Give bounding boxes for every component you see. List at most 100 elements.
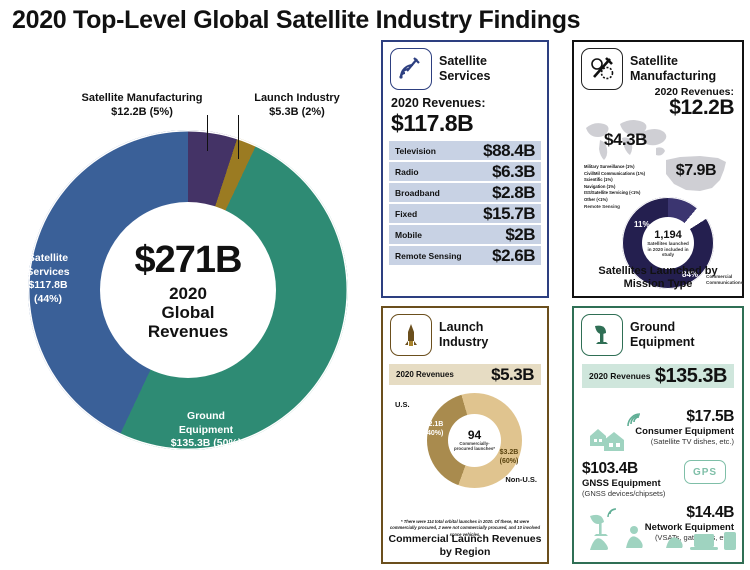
ground-antenna-icon (581, 314, 623, 356)
launch-revenue-label: 2020 Revenues (396, 370, 454, 379)
panel-ground-equipment: Ground Equipment 2020 Revenues $135.3B (572, 306, 744, 564)
consumer-equipment-note: (Satellite TV dishes, etc.) (650, 437, 734, 446)
ground-equipment-header: Ground Equipment (574, 308, 742, 358)
consumer-equipment-amount: $17.5B (686, 408, 734, 425)
services-revenue-value: $117.8B (391, 110, 474, 136)
consumer-equipment-name: Consumer Equipment (635, 426, 734, 437)
services-row-value: $2.8B (492, 182, 535, 202)
global-revenues-donut-chart: $271B 2020 Global Revenues Satellite Man… (0, 92, 378, 530)
donut-center-total: $271B (134, 239, 243, 282)
services-breakdown-table: Television $88.4B Radio $6.3B Broadband $2.8B… (383, 141, 547, 271)
satellite-services-title: Satellite Services (439, 54, 491, 83)
mission-center-sub: Satellites launched in 2020 included in … (647, 241, 689, 257)
satellite-services-header: Satellite Services (383, 42, 547, 92)
satellite-manufacturing-title: Satellite Manufacturing (630, 54, 717, 83)
leader-line-manufacturing (207, 115, 208, 151)
ground-revenue-value: $135.3B (654, 364, 728, 387)
manufacturing-us-value: $7.9B (675, 162, 717, 179)
mission-type-donut-center: 1,194 Satellites launched in 2020 includ… (622, 197, 714, 289)
network-equipment-amount: $14.4B (686, 504, 734, 521)
services-row: Radio $6.3B (389, 162, 541, 181)
donut-center-line2: Global (161, 302, 215, 322)
donut-center: $271B 2020 Global Revenues (28, 130, 348, 450)
us-map-graphic (666, 156, 726, 191)
donut-label-launch-industry: Launch Industry $5.3B (2%) (254, 92, 340, 118)
mission-label-commercial: Commercial Communications (706, 274, 744, 285)
launch-revenue-value: $5.3B (491, 364, 534, 384)
services-row-value: $6.3B (492, 161, 535, 181)
manufacturing-revenue-value: $12.2B (669, 96, 734, 119)
manufacturing-legend-item: Navigation (1%) (584, 183, 616, 189)
mission-center-number: 1,194 (654, 229, 682, 242)
satellite-manufacturing-header: Satellite Manufacturing (574, 42, 742, 92)
satellite-gear-icon (581, 48, 623, 90)
launch-value-us: $2.1B (40%) (424, 421, 444, 438)
services-row: Mobile $2B (389, 225, 541, 244)
donut-center-line3: Revenues (147, 321, 229, 341)
services-row-value: $2B (505, 224, 535, 244)
manufacturing-mission-legend: Military Surveillance (1%) Civil/Mil Comm… (584, 164, 645, 203)
manufacturing-world-value: $4.3B (604, 130, 647, 149)
panel-satellite-services: Satellite Services 2020 Revenues: $117.8… (381, 40, 549, 298)
mission-label-remote-sensing: Remote Sensing (584, 204, 620, 209)
vsat-dish-icon (590, 508, 617, 536)
launch-revenue-bar: 2020 Revenues $5.3B (389, 364, 541, 385)
panel-launch-industry: Launch Industry 2020 Revenues $5.3B 94 C… (381, 306, 549, 564)
mission-percent-remote-sensing: 11% (634, 220, 650, 229)
launch-industry-header: Launch Industry (383, 308, 547, 358)
manufacturing-legend-item: Scientific (1%) (584, 177, 613, 182)
launch-footnote: * There were 114 total orbital launches … (389, 519, 541, 537)
ground-revenue-label: 2020 Revenues (589, 371, 651, 381)
launch-label-nonus: Non-U.S. (505, 475, 537, 484)
launch-label-us: U.S. (395, 400, 410, 409)
manufacturing-legend-item: Civil/Mil Communications (1%) (584, 170, 645, 176)
manufacturing-caption: Satellites Launched by Mission Type (598, 264, 718, 291)
donut-label-ground-equipment: Ground Equipment $135.3B (50%) (170, 410, 242, 450)
services-row-label: Fixed (395, 208, 418, 219)
services-row-label: Radio (395, 166, 419, 177)
launch-caption: Commercial Launch Revenues by Region (388, 532, 542, 558)
ground-revenue-bar: 2020 Revenues $135.3B (582, 364, 734, 388)
ground-item-consumer: $17.5B Consumer Equipment (Satellite TV … (635, 408, 734, 446)
page-title: 2020 Top-Level Global Satellite Industry… (12, 6, 581, 34)
launch-center-sub: Commercially-procured launches* (454, 441, 495, 452)
launch-value-nonus: $3.2B (60%) (499, 449, 519, 466)
manufacturing-legend-item: Other (<1%) (584, 196, 608, 202)
services-row: Fixed $15.7B (389, 204, 541, 223)
services-row-label: Mobile (395, 229, 422, 240)
manufacturing-legend-item: ISS/Satellite Servicing (<1%) (584, 190, 641, 195)
services-row-label: Broadband (395, 187, 440, 198)
launch-center-number: 94 (467, 428, 482, 443)
launch-industry-title: Launch Industry (439, 320, 489, 349)
gnss-equipment-amount: $103.4B (582, 460, 638, 477)
rocket-icon (390, 314, 432, 356)
services-row: Remote Sensing $2.6B (389, 246, 541, 265)
ground-item-gnss: $103.4B GNSS Equipment (GNSS devices/chi… (582, 460, 665, 498)
services-row-value: $15.7B (483, 203, 535, 223)
donut-center-line1: 2020 (169, 283, 207, 303)
ground-equipment-title: Ground Equipment (630, 320, 695, 349)
donut-label-satellite-services: Satellite Services $117.8B (44%) (26, 252, 70, 305)
house-antenna-icon (590, 413, 641, 451)
manufacturing-revenue-label: 2020 Revenues: (654, 86, 734, 98)
mission-percent-commercial: 84% (682, 270, 699, 279)
services-row-value: $88.4B (483, 140, 535, 160)
satellite-dish-signal-icon (390, 48, 432, 90)
panel-satellite-manufacturing: Satellite Manufacturing $4.3B 2020 Reven… (572, 40, 744, 298)
services-row-label: Remote Sensing (395, 250, 462, 261)
services-row: Television $88.4B (389, 141, 541, 160)
donut-label-satellite-manufacturing: Satellite Manufacturing $12.2B (5%) (81, 92, 203, 118)
ground-devices-icon (590, 526, 736, 550)
services-revenue-label: 2020 Revenues: (391, 96, 486, 110)
leader-line-launch (238, 115, 239, 159)
manufacturing-legend-item: Military Surveillance (1%) (584, 164, 635, 169)
launch-region-donut-center: 94 Commercially-procured launches* (427, 393, 522, 488)
gnss-equipment-note: (GNSS devices/chipsets) (582, 489, 666, 498)
services-row-label: Television (395, 145, 436, 156)
world-map-graphic (586, 120, 667, 160)
network-equipment-name: Network Equipment (644, 522, 734, 533)
gps-icon: GPS (684, 460, 726, 484)
services-row-value: $2.6B (492, 245, 535, 265)
services-row: Broadband $2.8B (389, 183, 541, 202)
